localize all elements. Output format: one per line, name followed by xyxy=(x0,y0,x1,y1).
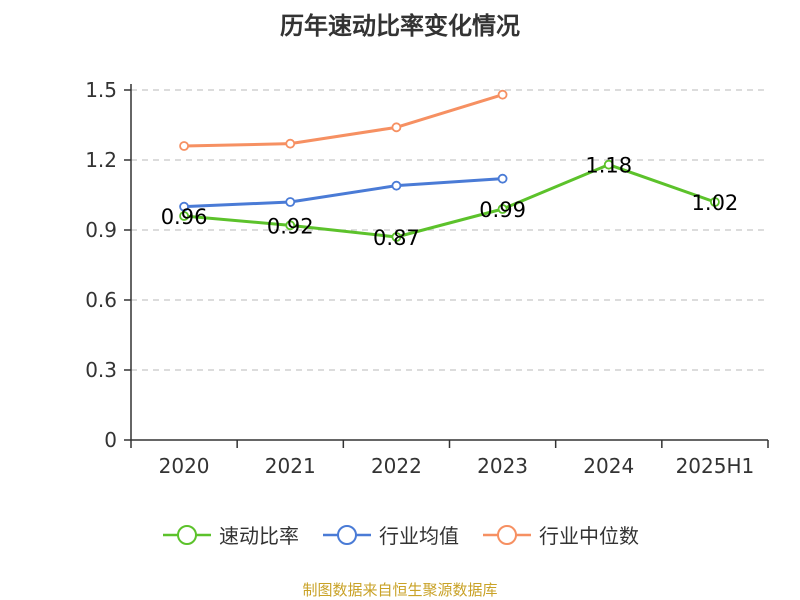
data-point xyxy=(391,180,402,191)
data-point xyxy=(285,197,296,207)
data-labels: 0.96 0.92 0.87 0.99 1.18 1.02 xyxy=(161,154,739,250)
y-tick-label: 0.3 xyxy=(85,358,117,382)
x-tick-label: 2025H1 xyxy=(676,454,755,478)
grid-lines xyxy=(131,89,768,371)
series-line xyxy=(184,177,503,209)
data-point xyxy=(285,220,296,231)
data-label: 1.18 xyxy=(585,154,632,178)
source-note: 制图数据来自恒生聚源数据库 xyxy=(302,581,498,599)
data-label: 0.87 xyxy=(373,226,420,250)
data-point xyxy=(497,173,508,184)
y-tick-label: 0.6 xyxy=(85,288,117,312)
legend-circle xyxy=(497,524,517,545)
data-point xyxy=(603,159,614,170)
data-point xyxy=(497,204,508,214)
legend-marker-icon xyxy=(483,524,531,545)
data-point xyxy=(285,138,296,149)
data-point xyxy=(710,197,720,207)
data-label: 0.92 xyxy=(267,214,314,238)
y-tick-label: 0.9 xyxy=(85,218,117,242)
data-point xyxy=(391,232,402,242)
legend-label: 速动比率 xyxy=(219,524,299,548)
legend-marker-icon xyxy=(163,524,211,545)
legend-item[interactable]: 行业均值 xyxy=(321,520,459,549)
data-label: 0.96 xyxy=(161,205,208,229)
legend-circle xyxy=(177,524,197,545)
chart-title: 历年速动比率变化情况 xyxy=(280,12,520,40)
data-point xyxy=(179,211,189,221)
data-label: 0.99 xyxy=(479,198,526,222)
data-point xyxy=(179,141,189,151)
data-label: 1.02 xyxy=(692,191,739,215)
y-tick-label: 0 xyxy=(104,428,117,452)
x-tick-label: 2023 xyxy=(477,454,528,478)
legend-item[interactable]: 速动比率 xyxy=(161,520,299,549)
axes: 0 0.3 0.6 0.9 1.2 1.5 2020 2021 2022 2023 2024 2025… xyxy=(85,78,769,478)
y-tick-label: 1.2 xyxy=(85,148,117,172)
legend-label: 行业均值 xyxy=(379,524,459,548)
x-tick-label: 2020 xyxy=(159,454,210,478)
legend-marker-icon xyxy=(323,524,371,545)
series-lines xyxy=(179,89,720,242)
data-point xyxy=(391,122,402,133)
x-tick-label: 2022 xyxy=(371,454,422,478)
series-line xyxy=(184,93,504,148)
y-tick-label: 1.5 xyxy=(85,78,117,102)
data-point xyxy=(497,89,508,100)
data-point xyxy=(179,201,189,212)
x-tick-label: 2024 xyxy=(583,454,634,478)
legend-circle xyxy=(337,524,357,545)
legend: 速动比率 行业均值 行业中位数 xyxy=(0,520,800,549)
legend-label: 行业中位数 xyxy=(539,524,639,548)
series-line xyxy=(183,163,716,239)
legend-item[interactable]: 行业中位数 xyxy=(481,520,639,549)
x-tick-label: 2021 xyxy=(265,454,316,478)
